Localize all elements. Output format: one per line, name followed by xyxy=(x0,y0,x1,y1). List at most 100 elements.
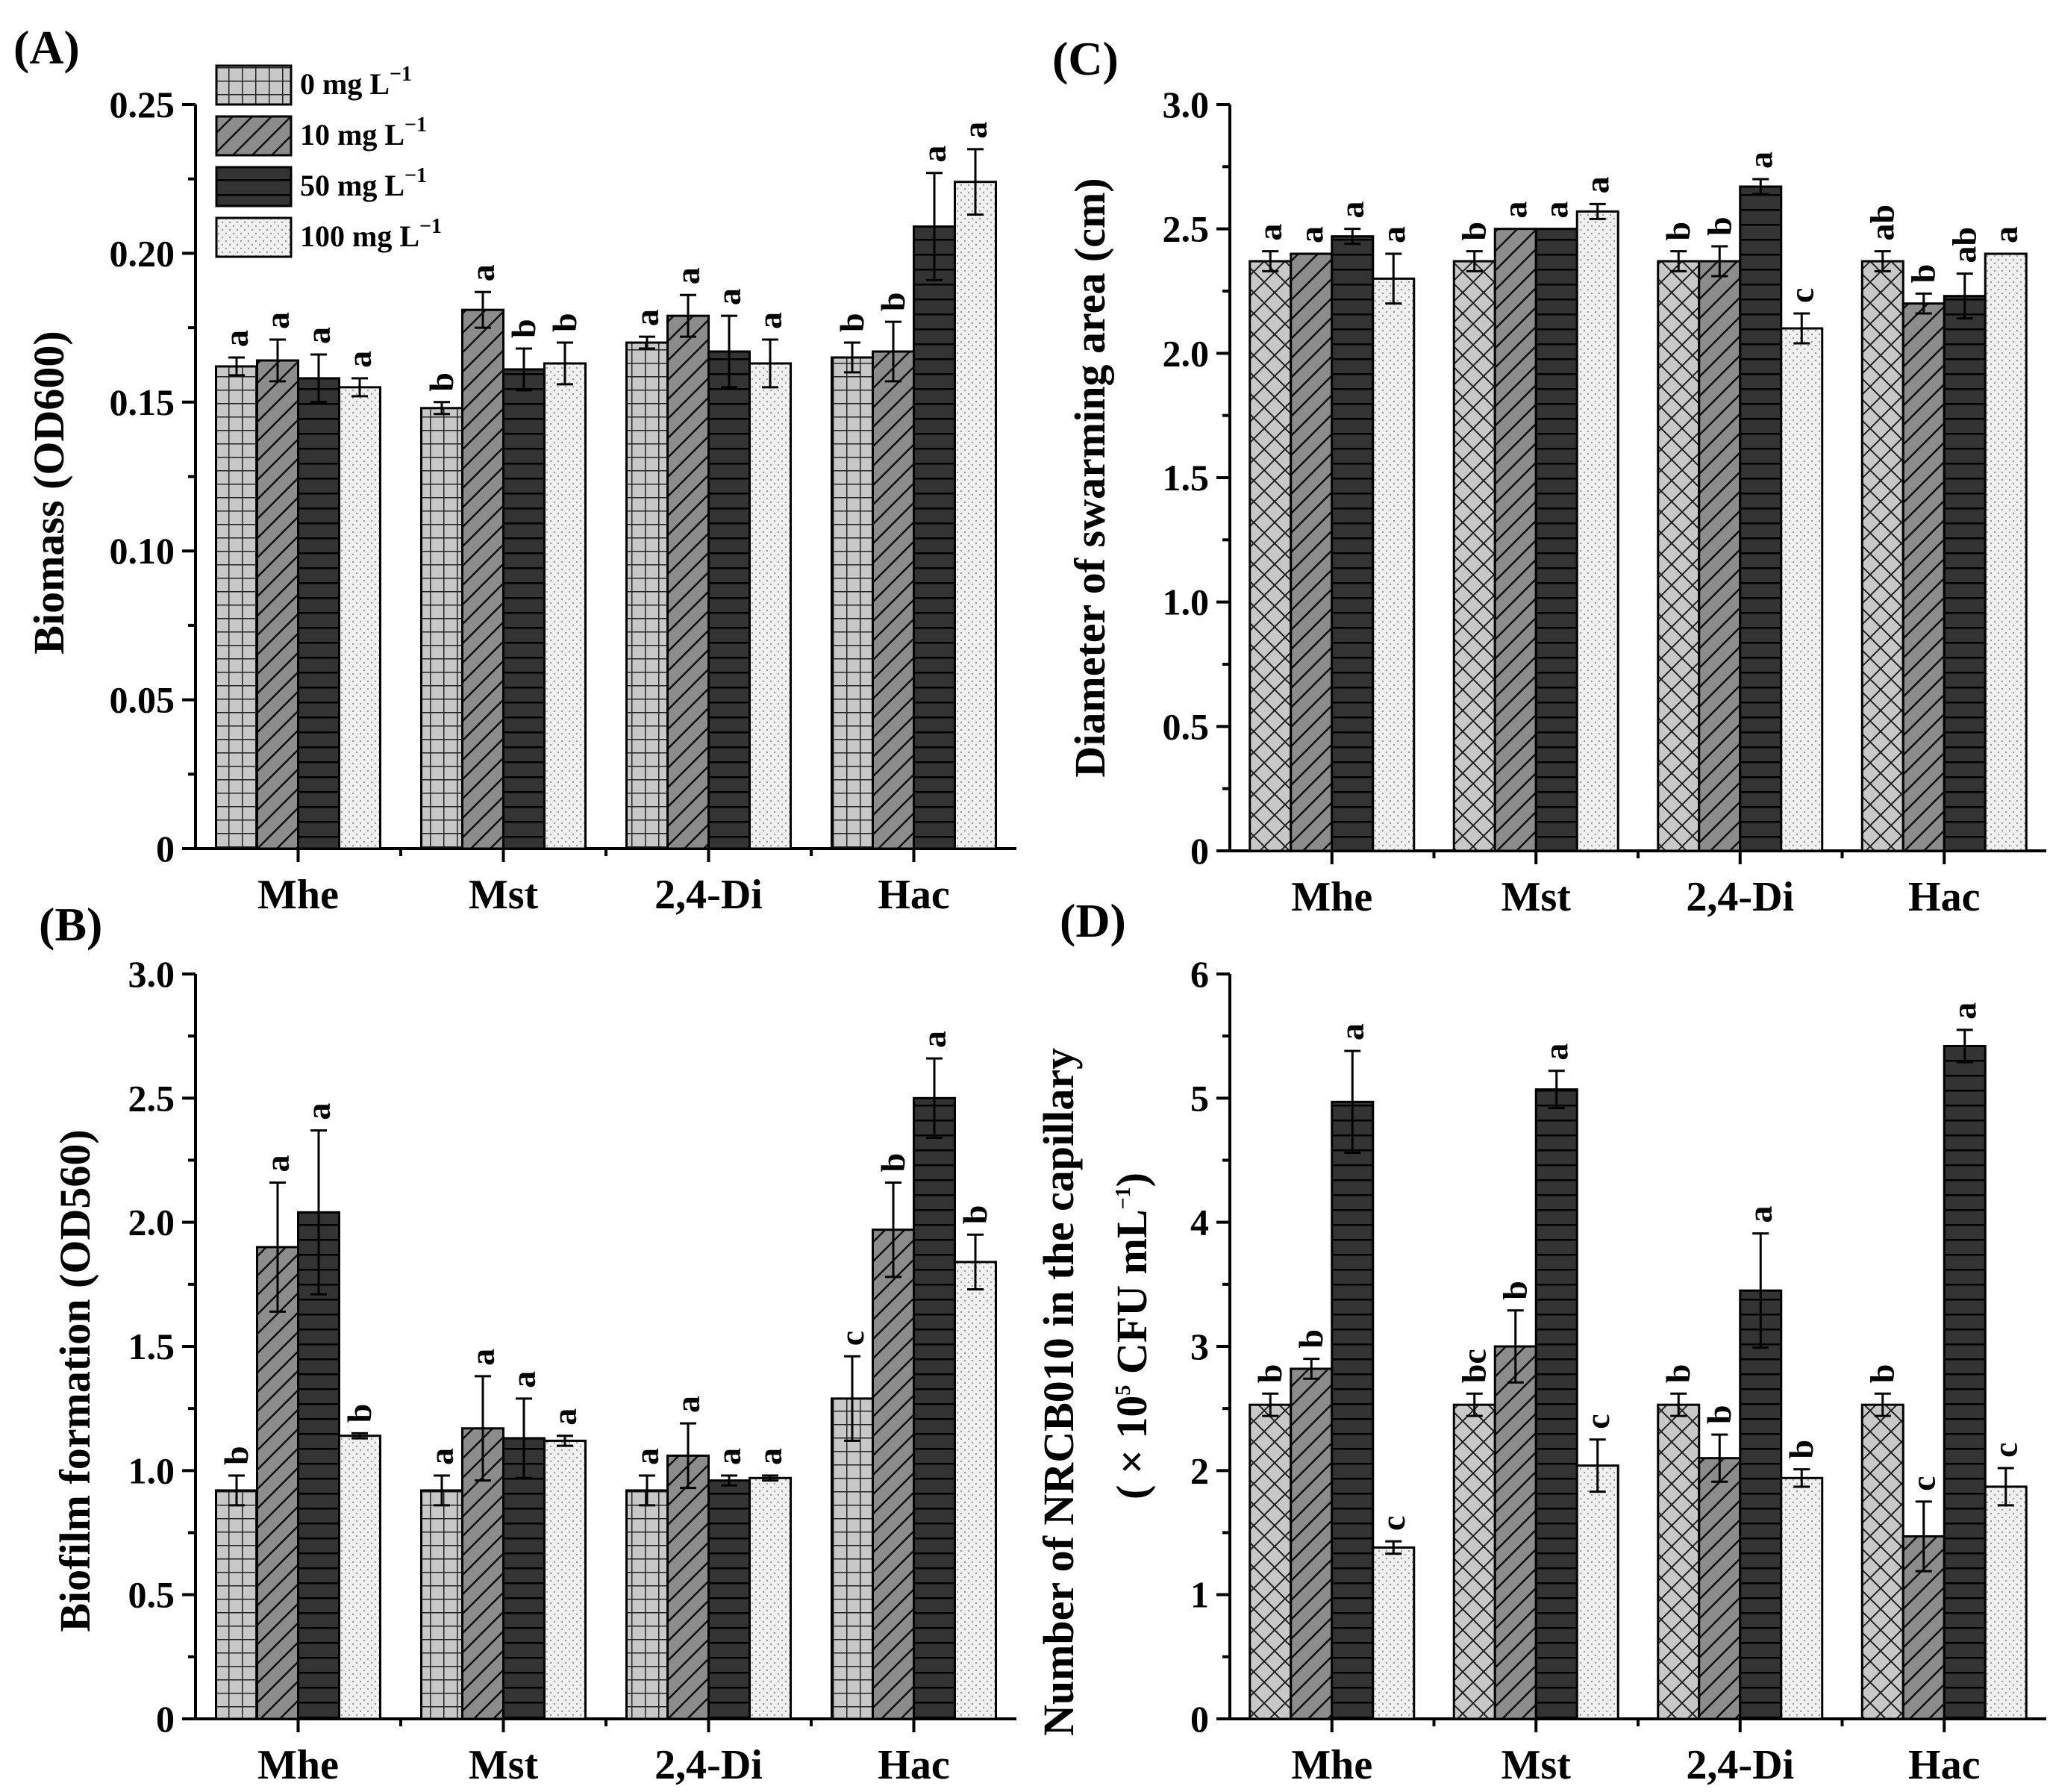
legend-label-3: 100 mg L−1 xyxy=(300,215,442,253)
y-tick-label: 1.5 xyxy=(1163,457,1210,499)
bar xyxy=(1739,1289,1783,1720)
y-tick-label: 2.5 xyxy=(1163,208,1210,250)
panel-d-label: (D) xyxy=(1060,894,1126,947)
bar xyxy=(666,314,710,850)
y-tick-label: 2.0 xyxy=(1163,332,1210,374)
significance-letter: a xyxy=(915,146,953,163)
bar xyxy=(1860,1403,1904,1720)
bar xyxy=(625,1489,669,1720)
y-tick-label: 0.5 xyxy=(128,1574,175,1616)
significance-letter: a xyxy=(1741,1206,1779,1223)
significance-letter: a xyxy=(628,309,666,326)
bar xyxy=(1575,210,1619,852)
y-tick-label: 3.0 xyxy=(1163,84,1210,125)
bar xyxy=(1739,185,1783,852)
significance-letter: a xyxy=(1987,226,2025,243)
bar xyxy=(420,407,463,850)
panel-b-ylabel: Biofilm formation (OD560) xyxy=(51,1129,99,1632)
significance-letter: a xyxy=(1333,1023,1371,1040)
bar xyxy=(1575,1464,1619,1720)
significance-letter: c xyxy=(1782,288,1820,303)
x-category-label: 2,4-Di xyxy=(654,1742,763,1788)
legend: 0 mg L−1 10 mg L−1 50 mg L−1 100 mg L−1 xyxy=(215,63,442,258)
significance-letter: b xyxy=(1455,222,1493,241)
x-category-label: Hac xyxy=(878,1742,949,1788)
significance-letter: a xyxy=(669,267,707,284)
bar xyxy=(1780,1476,1824,1720)
significance-letter: a xyxy=(258,1155,296,1172)
significance-letter: a xyxy=(463,1349,501,1366)
x-category-label: Mhe xyxy=(1291,1742,1372,1788)
panel-a-label: (A) xyxy=(13,21,80,74)
x-category-label: Mst xyxy=(469,872,539,918)
panel-d-ylabel-line1: Number of NRCB010 in the capillary xyxy=(1034,1048,1083,1736)
significance-letter: b xyxy=(1700,216,1738,236)
significance-letter: b xyxy=(217,1446,255,1465)
bar xyxy=(502,1437,546,1720)
y-tick-label: 0 xyxy=(156,1698,175,1740)
bar xyxy=(543,362,587,850)
y-tick-label: 0.25 xyxy=(110,84,175,125)
bar xyxy=(461,308,504,850)
significance-letter: a xyxy=(1537,202,1575,219)
significance-letter: b xyxy=(1251,1364,1289,1384)
significance-letter: a xyxy=(1946,1002,1984,1020)
significance-letter: c xyxy=(1987,1443,2025,1458)
significance-letter: b xyxy=(874,1153,912,1173)
bar xyxy=(1452,260,1496,852)
significance-letter: a xyxy=(1537,1043,1575,1061)
bar xyxy=(749,362,792,850)
bar xyxy=(831,356,874,850)
x-category-label: Mst xyxy=(469,1742,539,1788)
y-tick-label: 3.0 xyxy=(128,953,175,995)
y-tick-label: 0.20 xyxy=(110,232,175,274)
bar xyxy=(1943,1044,1987,1720)
bar xyxy=(831,1397,874,1720)
significance-letter: b xyxy=(1659,1364,1697,1384)
y-tick-label: 0 xyxy=(156,828,175,870)
bar xyxy=(1657,260,1701,852)
bar xyxy=(666,1454,710,1720)
significance-letter: b xyxy=(1863,1364,1901,1384)
significance-letter: a xyxy=(258,312,296,329)
significance-letter: b xyxy=(422,372,460,392)
bar xyxy=(1290,1367,1334,1720)
bar xyxy=(954,181,997,850)
bar xyxy=(297,377,340,850)
panel-c-label: (C) xyxy=(1052,32,1119,85)
y-tick-label: 1.0 xyxy=(1163,581,1210,623)
y-tick-label: 0 xyxy=(1190,1698,1209,1740)
y-tick-label: 0.15 xyxy=(110,381,175,423)
significance-letter: a xyxy=(504,1371,543,1388)
bar xyxy=(625,341,669,850)
significance-letter: a xyxy=(1292,226,1330,243)
bar xyxy=(954,1261,997,1720)
legend-swatch-0 xyxy=(215,64,293,106)
significance-letter: b xyxy=(1700,1405,1738,1425)
significance-letter: a xyxy=(299,1103,337,1120)
significance-letter: a xyxy=(1251,224,1289,241)
significance-letter: a xyxy=(956,122,994,139)
significance-letter: a xyxy=(1496,202,1534,219)
x-category-label: 2,4-Di xyxy=(654,872,763,918)
x-category-label: Mst xyxy=(1501,874,1572,920)
significance-letter: c xyxy=(1374,1516,1412,1531)
panel-a-ylabel: Biomass (OD600) xyxy=(25,331,73,654)
legend-label-0: 0 mg L−1 xyxy=(300,63,412,101)
bar xyxy=(1860,260,1904,852)
y-tick-label: 3 xyxy=(1190,1326,1209,1367)
bar xyxy=(1372,1546,1416,1720)
significance-letter: a xyxy=(1578,176,1616,193)
significance-letter: a xyxy=(546,1408,584,1426)
y-tick-label: 4 xyxy=(1190,1202,1209,1243)
bar xyxy=(913,225,956,850)
significance-letter: a xyxy=(340,351,378,368)
bar xyxy=(502,368,546,850)
bar xyxy=(1493,228,1537,852)
legend-label-2: 50 mg L−1 xyxy=(300,164,427,202)
bar xyxy=(338,1434,381,1720)
significance-letter: b xyxy=(1496,1281,1534,1300)
panel-d-ylabel-line2: ( × 105 CFU mL−1) xyxy=(1107,1173,1156,1499)
